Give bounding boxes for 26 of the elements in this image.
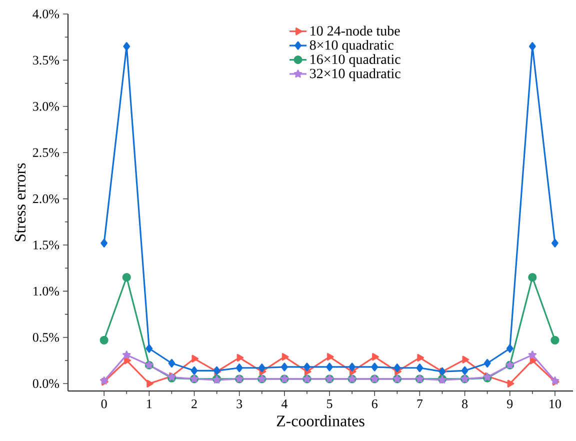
x-tick-label: 3: [236, 400, 242, 408]
x-tick-label: 8: [462, 400, 468, 408]
legend-label: 10 24-node tube: [310, 26, 400, 36]
y-tick-label: 2.5%: [32, 148, 60, 158]
x-tick-label: 9: [507, 400, 513, 408]
x-tick-label: 7: [417, 400, 423, 408]
y-tick-label: 4.0%: [32, 10, 60, 18]
legend-label: 8×10 quadratic: [310, 40, 394, 53]
y-tick-label: 1.0%: [34, 286, 60, 296]
legend-label: 32×10 quadratic: [310, 68, 400, 82]
x-tick-label: 10: [550, 400, 561, 408]
x-tick-label: 5: [327, 400, 332, 408]
legend-label: 16×10 quadratic: [310, 54, 400, 67]
y-tick-label: 1.5%: [34, 240, 60, 250]
y-tick-label: 3.0%: [33, 102, 60, 111]
y-tick-label: 0.0%: [32, 379, 60, 388]
x-tick-label: 2: [192, 400, 197, 408]
y-axis-title: Stress errors: [14, 163, 26, 242]
y-tick-label: 3.5%: [33, 56, 60, 65]
x-tick-label: 1: [147, 400, 152, 408]
y-tick-label: 0.5%: [32, 332, 60, 342]
y-tick-label: 2.0%: [32, 194, 60, 204]
x-axis-title: Z-coordinates: [276, 415, 364, 426]
x-tick-label: 0: [101, 400, 107, 408]
x-tick-label: 6: [372, 400, 378, 408]
x-tick-label: 4: [281, 400, 288, 408]
